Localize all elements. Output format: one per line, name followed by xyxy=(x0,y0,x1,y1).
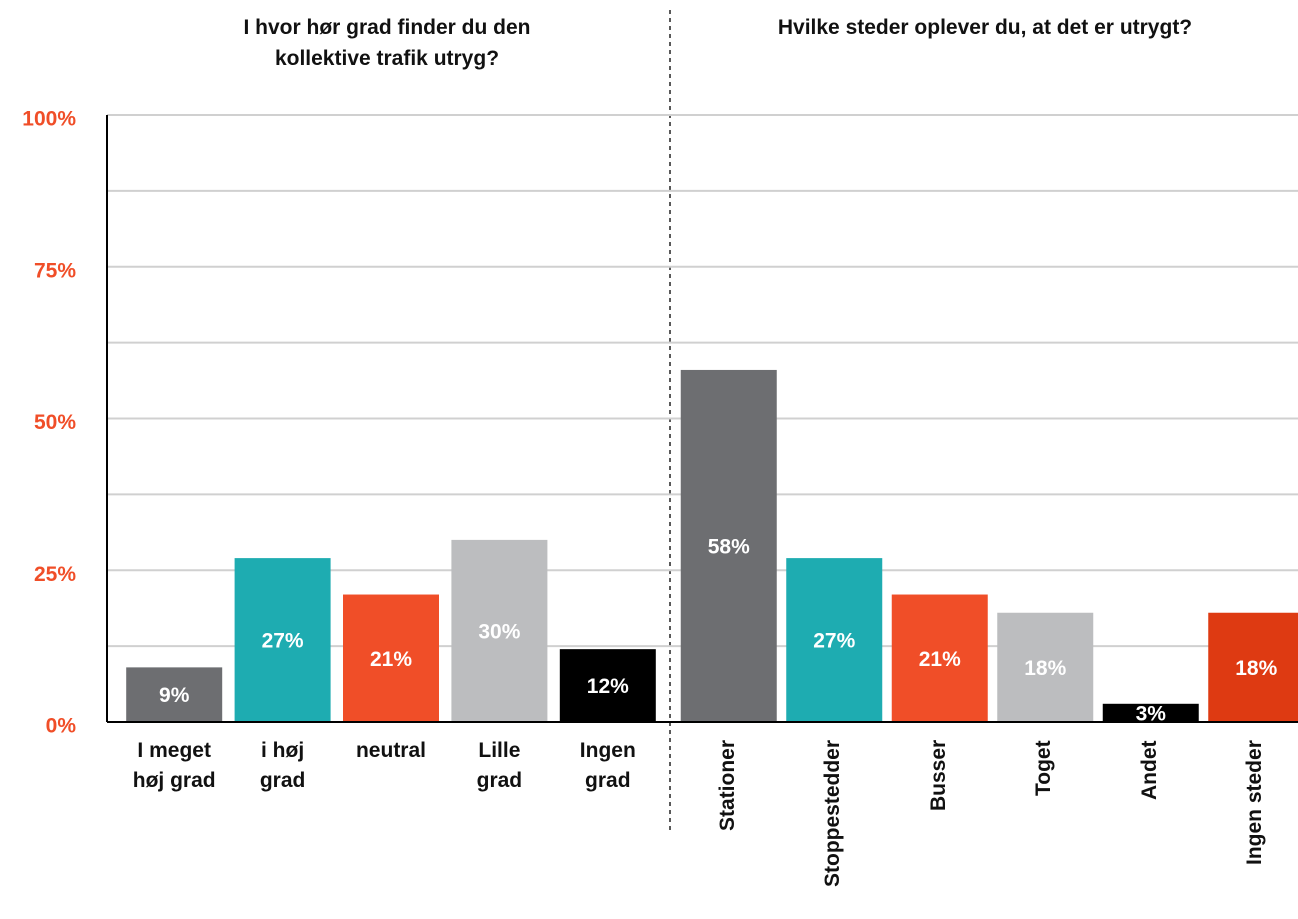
x-tick-label: neutral xyxy=(355,739,426,762)
x-tick-label: Stoppestedder xyxy=(821,739,845,887)
x-tick-label: Toget xyxy=(1032,740,1056,796)
value-label: 18% xyxy=(1235,657,1277,680)
bar xyxy=(126,667,223,722)
value-label: 12% xyxy=(587,675,629,698)
x-tick-label: Busser xyxy=(926,739,950,811)
x-tick-label: Lille grad xyxy=(476,739,523,792)
value-label: 3% xyxy=(1136,702,1167,725)
value-label: 27% xyxy=(813,630,855,653)
bar xyxy=(891,594,988,722)
y-tick-label: 25% xyxy=(34,563,76,586)
bar xyxy=(234,558,331,722)
bar xyxy=(997,612,1094,722)
y-tick-label: 75% xyxy=(34,259,76,282)
x-tick-label: Andet xyxy=(1137,740,1161,801)
bar xyxy=(1102,703,1199,722)
value-label: 30% xyxy=(478,620,520,643)
bar xyxy=(1208,612,1298,722)
value-label: 18% xyxy=(1024,657,1066,680)
x-tick-label: Stationer xyxy=(715,739,739,831)
value-label: 9% xyxy=(159,684,190,707)
y-tick-label: 0% xyxy=(46,715,77,738)
x-tick-label: I meget høj grad xyxy=(132,739,216,792)
bar xyxy=(559,649,656,722)
value-label: 58% xyxy=(708,536,750,559)
x-tick-label: Ingen steder xyxy=(1243,740,1267,865)
y-tick-label: 100% xyxy=(22,108,76,131)
bar xyxy=(343,594,439,722)
bar xyxy=(680,369,777,722)
value-label: 21% xyxy=(919,648,961,671)
x-tick-label: Ingen grad xyxy=(579,739,636,792)
value-label: 27% xyxy=(262,630,304,653)
bar xyxy=(451,539,548,722)
right-title: Hvilke steder oplever du, at det er utry… xyxy=(777,16,1193,39)
bar xyxy=(786,558,883,722)
value-label: 21% xyxy=(370,648,412,671)
left-title: I hvor hør grad finder du den kollektive… xyxy=(243,16,531,70)
y-tick-label: 50% xyxy=(34,411,76,434)
x-tick-label: i høj grad xyxy=(259,739,306,792)
